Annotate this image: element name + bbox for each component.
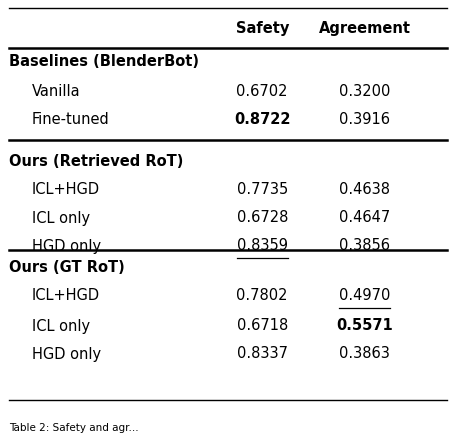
Text: 0.3863: 0.3863 [339, 347, 389, 362]
Text: Agreement: Agreement [318, 20, 410, 35]
Text: 0.7802: 0.7802 [236, 289, 287, 304]
Text: Baselines (BlenderBot): Baselines (BlenderBot) [9, 54, 199, 69]
Text: 0.4638: 0.4638 [339, 183, 389, 198]
Text: 0.5571: 0.5571 [336, 319, 392, 334]
Text: ICL only: ICL only [32, 319, 90, 334]
Text: ICL+HGD: ICL+HGD [32, 183, 100, 198]
Text: 0.8337: 0.8337 [236, 347, 287, 362]
Text: Fine-tuned: Fine-tuned [32, 113, 110, 127]
Text: ICL only: ICL only [32, 210, 90, 225]
Text: 0.8359: 0.8359 [236, 239, 287, 254]
Text: 0.4647: 0.4647 [339, 210, 389, 225]
Text: 0.7735: 0.7735 [236, 183, 287, 198]
Text: Table 2: Safety and agr...: Table 2: Safety and agr... [9, 423, 138, 433]
Text: 0.6728: 0.6728 [236, 210, 287, 225]
Text: 0.3916: 0.3916 [339, 113, 389, 127]
Text: 0.6702: 0.6702 [236, 84, 287, 99]
Text: Ours (Retrieved RoT): Ours (Retrieved RoT) [9, 155, 183, 169]
Text: Vanilla: Vanilla [32, 84, 81, 99]
Text: 0.4970: 0.4970 [339, 289, 389, 304]
Text: 0.6718: 0.6718 [236, 319, 287, 334]
Text: 0.3856: 0.3856 [339, 239, 389, 254]
Text: HGD only: HGD only [32, 347, 101, 362]
Text: Safety: Safety [235, 20, 288, 35]
Text: ICL+HGD: ICL+HGD [32, 289, 100, 304]
Text: 0.3200: 0.3200 [339, 84, 389, 99]
Text: 0.8722: 0.8722 [233, 113, 290, 127]
Text: Ours (GT RoT): Ours (GT RoT) [9, 260, 125, 275]
Text: HGD only: HGD only [32, 239, 101, 254]
